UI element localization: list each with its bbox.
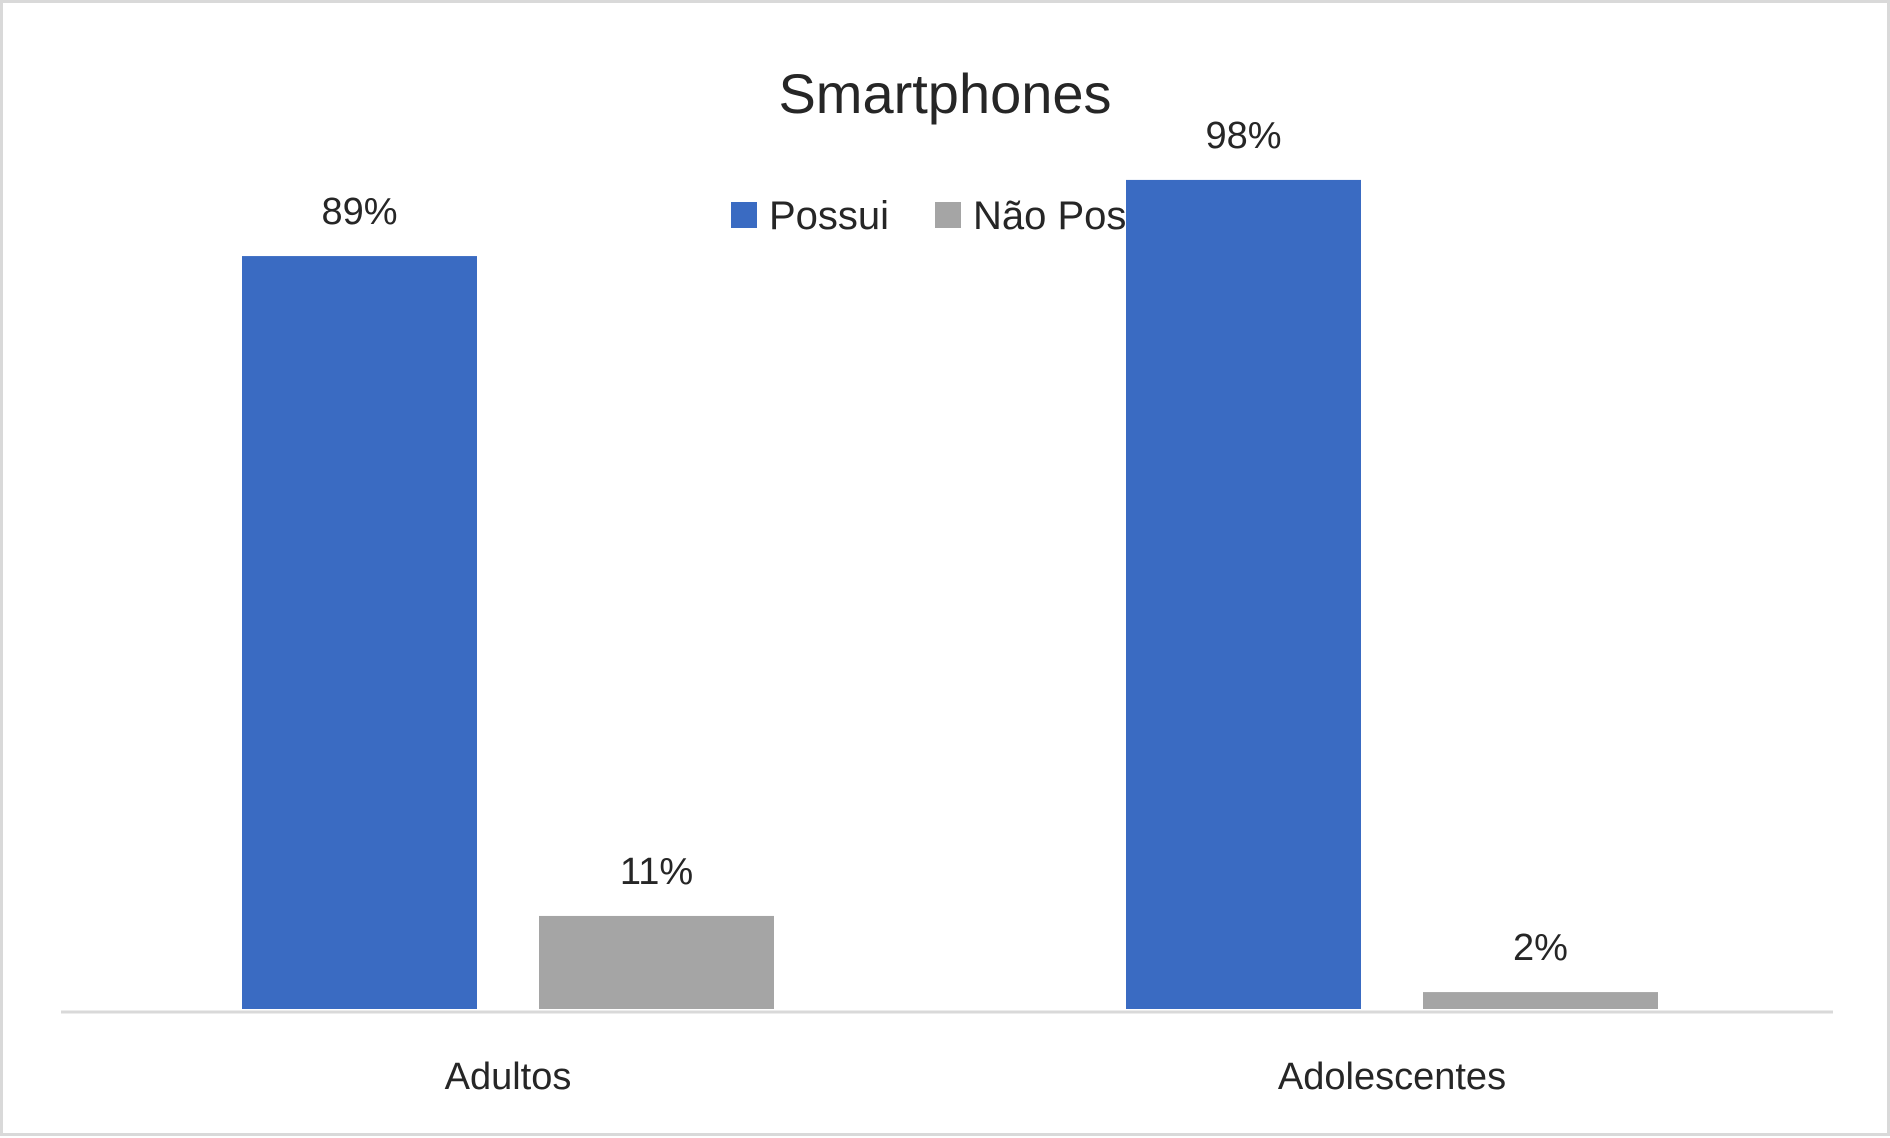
data-label-nao-possui-adolescentes: 2%: [1513, 927, 1568, 969]
legend-label-possui: Possui: [769, 194, 889, 238]
data-labels-group: 89% 11% 98% 2%: [321, 115, 1567, 969]
bars-group: [242, 179, 1658, 1010]
legend-swatch-nao-possui: [935, 202, 961, 228]
legend-swatch-possui: [731, 202, 757, 228]
bar-chart: Smartphones Possui Não Possui 89% 11% 98% 2%…: [61, 62, 1833, 1098]
category-labels-group: Adultos Adolescentes: [445, 1056, 1506, 1098]
legend: Possui Não Possui: [731, 194, 1178, 238]
bar-nao-possui-adolescentes: [1423, 992, 1658, 1009]
bar-nao-possui-adultos: [539, 915, 774, 1009]
data-label-nao-possui-adultos: 11%: [620, 851, 693, 893]
category-label-adultos: Adultos: [445, 1056, 572, 1098]
chart-title: Smartphones: [778, 62, 1111, 125]
category-label-adolescentes: Adolescentes: [1278, 1056, 1506, 1098]
bar-possui-adultos: [242, 256, 477, 1009]
data-label-possui-adultos: 89%: [321, 191, 397, 233]
data-label-possui-adolescentes: 98%: [1205, 115, 1281, 157]
bar-possui-adolescentes: [1126, 179, 1361, 1010]
